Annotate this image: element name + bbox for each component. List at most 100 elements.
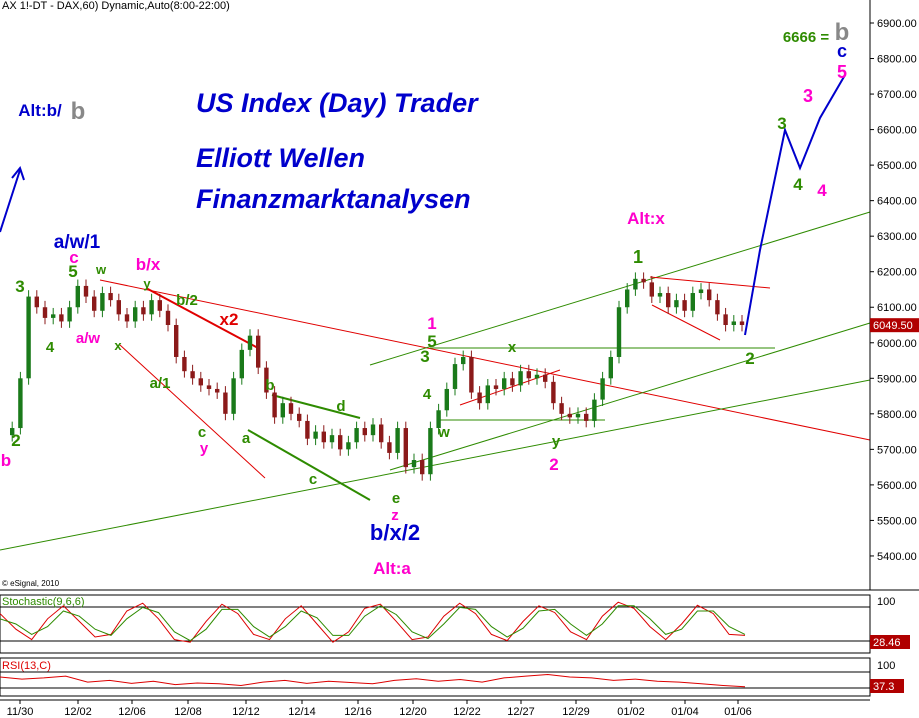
- candle-body: [723, 314, 728, 326]
- candle-body: [141, 307, 146, 315]
- price-tick-label: 6300.00: [877, 231, 917, 243]
- wave-label: 3: [777, 114, 786, 133]
- price-tick-label: 6900.00: [877, 18, 917, 30]
- green-trendline-lower: [0, 379, 871, 551]
- candle-body: [461, 356, 466, 365]
- wave-label: x: [508, 339, 517, 356]
- red-channel-upper: [145, 287, 259, 349]
- wave-label: b: [1, 451, 11, 470]
- price-tick-label: 5600.00: [877, 480, 917, 492]
- projection-lines: [0, 74, 846, 336]
- candle-body: [116, 300, 121, 315]
- candle-body: [247, 335, 253, 350]
- candle-body: [354, 428, 359, 443]
- wave-label: b: [835, 19, 850, 46]
- wave-label: w: [437, 424, 450, 441]
- candle-body: [411, 460, 417, 468]
- candle-body: [485, 385, 490, 404]
- wave-label: y: [200, 440, 209, 457]
- candle-body: [239, 349, 244, 379]
- candle-body: [321, 431, 326, 443]
- price-tick-label: 5900.00: [877, 373, 917, 385]
- candle-body: [428, 428, 433, 475]
- wave-label: 2: [11, 431, 20, 450]
- candle-body: [575, 413, 581, 418]
- candle-body: [518, 371, 523, 386]
- time-tick-label: 12/22: [453, 706, 481, 718]
- candle-body: [346, 442, 351, 450]
- price-tick-label: 6200.00: [877, 267, 917, 279]
- candle-body: [370, 424, 376, 436]
- candle-body: [444, 388, 449, 411]
- candle-body: [436, 410, 441, 429]
- candle-body: [420, 460, 425, 475]
- price-tick-label: 5800.00: [877, 409, 917, 421]
- rsi-value: 37.3: [873, 681, 894, 693]
- candle-body: [206, 385, 212, 389]
- candle-body: [124, 314, 130, 322]
- red-trendline: [99, 279, 871, 441]
- wave-label: c: [69, 248, 78, 267]
- time-tick-label: 12/14: [288, 706, 316, 718]
- symbol-header: AX 1!-DT - DAX,60) Dynamic,Auto(8:00-22:…: [2, 0, 230, 12]
- candle-body: [625, 289, 630, 308]
- candle-body: [551, 381, 556, 404]
- chart-title: US Index (Day) Trader: [196, 88, 478, 118]
- green-channel-middle: [389, 322, 871, 471]
- wave-label: 5: [837, 62, 847, 82]
- wave-label: 2: [745, 349, 754, 368]
- candle-body: [403, 428, 408, 468]
- stochastic-panel: Stochastic(9,6,6) 100 28.46: [0, 594, 910, 654]
- wave-label: c: [309, 471, 317, 488]
- candle-body: [51, 314, 56, 318]
- wave-label: 1: [427, 314, 436, 333]
- candle-body: [174, 325, 179, 357]
- stoch-value: 28.46: [873, 637, 901, 649]
- wave-label: 3: [420, 347, 429, 366]
- projection-path: [744, 74, 846, 336]
- wave-label: 3: [15, 277, 24, 296]
- alt-arrow: [0, 169, 21, 233]
- candle-body: [133, 307, 138, 322]
- candle-body: [338, 435, 343, 450]
- candle-body: [108, 293, 113, 301]
- candle-body: [182, 356, 187, 372]
- time-tick-label: 11/30: [7, 706, 34, 718]
- price-tick-label: 6800.00: [877, 54, 917, 66]
- time-tick-label: 01/06: [724, 706, 752, 718]
- candle-body: [690, 293, 695, 311]
- time-tick-label: 12/27: [507, 706, 535, 718]
- candle-body: [297, 413, 302, 421]
- wave-label: a/1: [150, 375, 171, 392]
- candle-body: [592, 399, 597, 421]
- candle-body: [395, 428, 400, 453]
- candle-body: [215, 388, 220, 393]
- trendlines: [0, 211, 871, 551]
- wave-label: 5: [68, 262, 77, 281]
- candle-body: [149, 300, 154, 315]
- red-flag-upper: [649, 276, 771, 289]
- wave-label: 4: [423, 386, 432, 403]
- candle-body: [731, 321, 736, 326]
- candle-body: [67, 307, 72, 322]
- candle-body: [157, 300, 162, 311]
- stoch-line: [0, 605, 746, 642]
- time-tick-label: 12/02: [64, 706, 92, 718]
- time-axis: 11/30 12/02 12/06 12/08 12/12 12/14 12/16 12/20…: [0, 699, 870, 718]
- stoch-value-tag: [870, 635, 910, 649]
- candle-body: [92, 296, 97, 311]
- stochastic-frame: [0, 594, 871, 654]
- wave-label: z: [391, 507, 399, 524]
- rsi-label: RSI(13,C): [2, 660, 51, 672]
- candle-body: [567, 413, 572, 418]
- candle-body: [256, 335, 261, 368]
- time-tick-label: 12/06: [118, 706, 146, 718]
- wave-label: a: [242, 430, 251, 447]
- candle-body: [198, 378, 203, 386]
- wave-label: b/x: [136, 255, 161, 274]
- candle-body: [707, 289, 712, 301]
- candle-body: [26, 296, 31, 379]
- wave-label: Alt:x: [627, 209, 665, 228]
- stoch-tick: 100: [877, 596, 895, 608]
